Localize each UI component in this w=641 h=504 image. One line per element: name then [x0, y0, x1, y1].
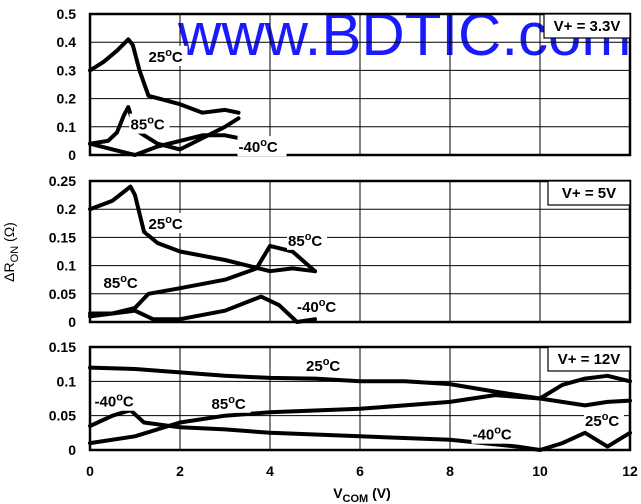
panel-3: 0 0.05 0.1 0.15 25oC 85oC -40oC -40oC 25oC V+ = 1…	[49, 339, 632, 458]
y-tick-label: 0	[68, 147, 76, 163]
series-label: -40oC	[95, 392, 134, 411]
series-line-85c	[88, 393, 632, 446]
series-label: 85oC	[212, 394, 246, 413]
series-label-bg	[210, 392, 251, 413]
x-tick-label: 10	[532, 463, 548, 479]
y-tick-label: 0.05	[49, 408, 76, 424]
y-tick-label: 0.15	[49, 339, 76, 355]
series-label-bg	[287, 229, 327, 250]
panel-label-box	[543, 13, 631, 39]
series-label-bg	[147, 212, 188, 233]
series-label-bg	[296, 295, 345, 316]
series-label-bg	[147, 45, 188, 66]
series-label: -40oC	[239, 137, 278, 156]
series-label: 25oC	[149, 214, 183, 233]
series-label-bg	[584, 409, 624, 430]
x-tick-label: 0	[86, 463, 94, 479]
y-tick-label: 0	[68, 442, 76, 458]
y-tick-label: 0.1	[57, 119, 77, 135]
panel-label: V+ = 5V	[562, 185, 616, 202]
y-axis-title: ΔRON (Ω)	[1, 222, 21, 282]
panel-1: 0 0.1 0.2 0.3 0.4 0.5 25oC 85oC -40oC V+ = 3.3V	[57, 6, 632, 163]
y-tick-label: 0.5	[57, 6, 77, 22]
series-label: 85oC	[104, 273, 138, 292]
series-label: 25oC	[585, 411, 619, 430]
panel-label-box	[547, 346, 631, 372]
panel-label: V+ = 3.3V	[554, 18, 621, 35]
x-axis-title: VCOM (V)	[333, 485, 391, 504]
series-label: 85oC	[131, 115, 165, 134]
series-label-bg	[93, 390, 143, 411]
panel-frame	[88, 345, 632, 452]
series-line-25c	[88, 37, 241, 115]
x-tick-label: 12	[622, 463, 638, 479]
y-tick-label: 0.1	[57, 373, 77, 389]
y-tick-label: 0.25	[49, 173, 76, 189]
panel-label-box	[547, 180, 631, 206]
panel-frame	[88, 12, 632, 157]
y-tick-label: 0.05	[49, 286, 76, 302]
series-label-bg	[129, 113, 170, 134]
series-label: 85oC	[288, 231, 322, 250]
panel-label: V+ = 12V	[558, 351, 621, 368]
y-tick-label: 0.15	[49, 229, 76, 245]
series-line-minus40c	[88, 408, 632, 452]
series-label-bg	[471, 423, 521, 444]
series-label-bg	[305, 355, 345, 376]
series-label: 25oC	[149, 47, 183, 66]
series-line-25c	[88, 184, 317, 274]
y-tick-label: 0.4	[57, 34, 77, 50]
y-tick-label: 0.2	[57, 201, 77, 217]
x-tick-label: 4	[266, 463, 274, 479]
panel-2: 0 0.05 0.1 0.15 0.2 0.25 25oC 85oC 85oC -40oC V+ =…	[49, 173, 632, 330]
x-tick-label: 6	[356, 463, 364, 479]
y-tick-label: 0.1	[57, 258, 77, 274]
series-label: -40oC	[297, 297, 336, 316]
series-label-bg	[102, 272, 143, 293]
series-label: -40oC	[473, 425, 512, 444]
y-tick-label: 0	[68, 314, 76, 330]
panel-frame	[88, 179, 632, 324]
series-label: 25oC	[306, 356, 340, 375]
x-tick-label: 2	[176, 463, 184, 479]
x-tick-label: 8	[446, 463, 454, 479]
series-line-25c	[88, 365, 632, 401]
series-line-minus40c	[88, 133, 241, 157]
y-tick-label: 0.3	[57, 62, 77, 78]
y-tick-label: 0.2	[57, 91, 77, 107]
series-label-bg	[237, 136, 287, 157]
series-line-minus40c	[88, 294, 317, 324]
